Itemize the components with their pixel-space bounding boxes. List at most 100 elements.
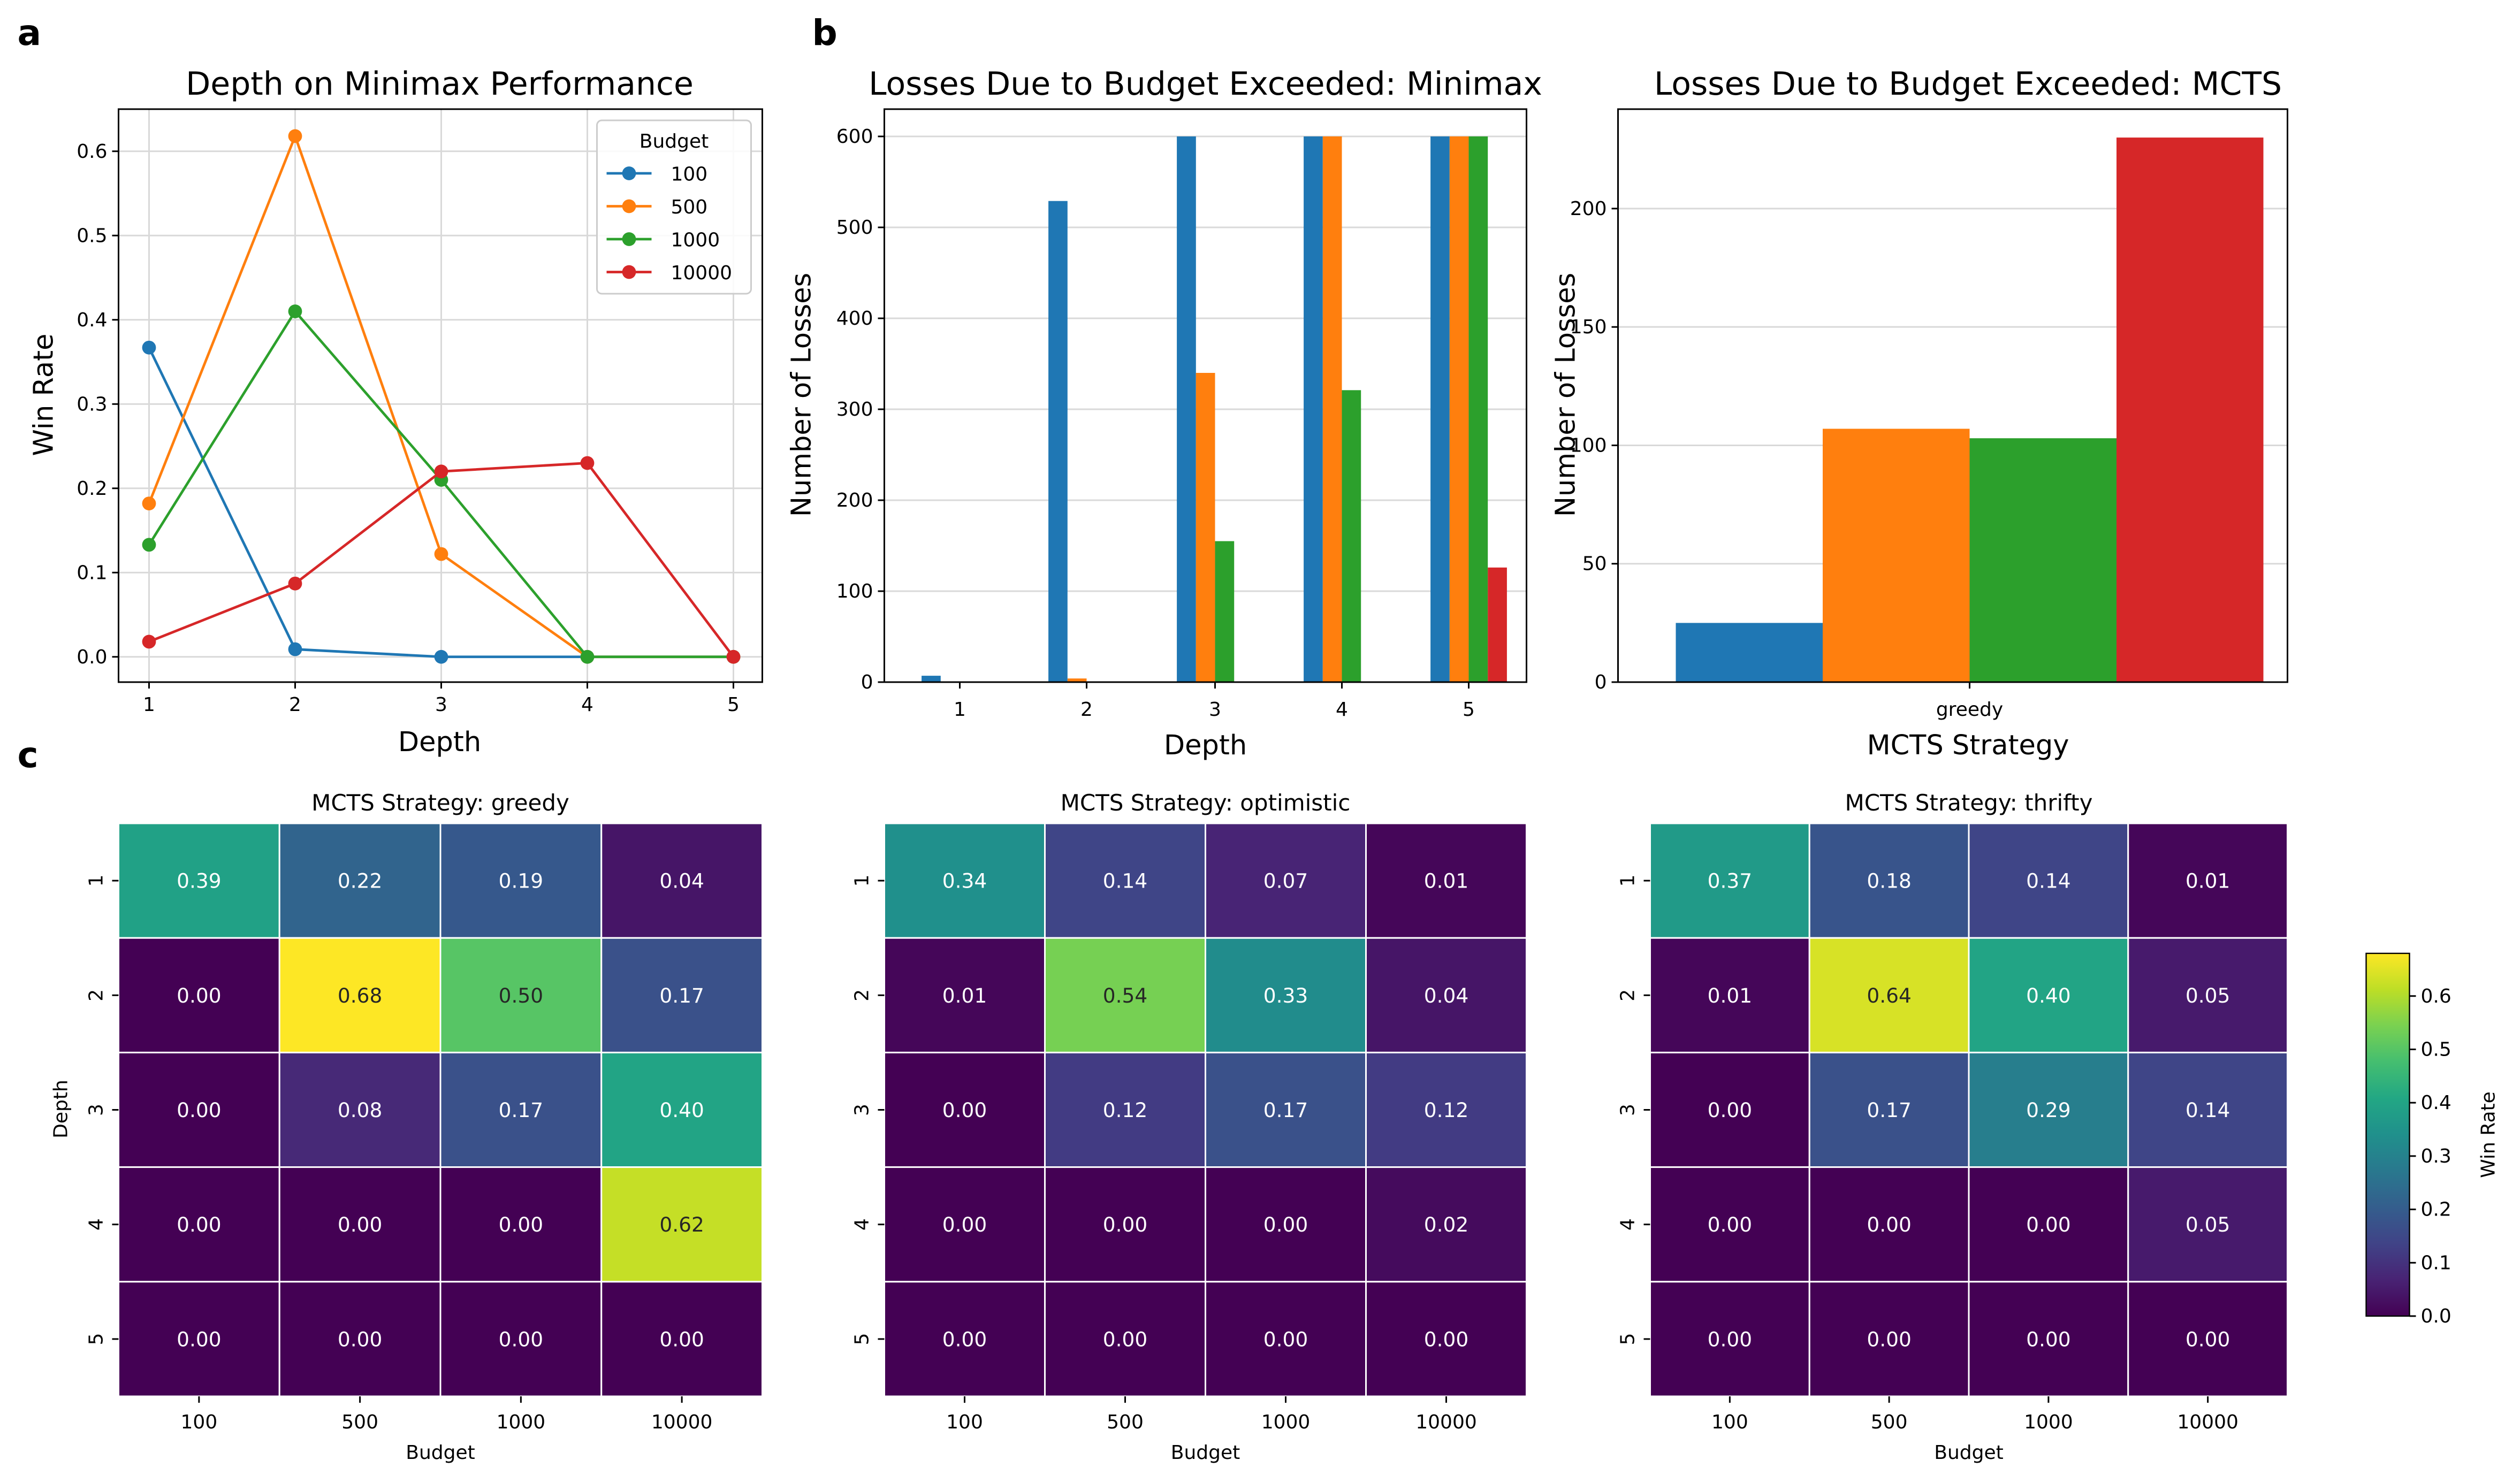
cell-value: 0.00 bbox=[499, 1213, 544, 1236]
data-point bbox=[142, 340, 156, 355]
heatmap-cell bbox=[2127, 1051, 2288, 1168]
cell-value: 0.04 bbox=[1424, 984, 1469, 1007]
heatmap-group: Depth MCTS Strategy: greedy 0.39 0.22 0.19 0… bbox=[50, 790, 2288, 1464]
y-tick-label: 200 bbox=[836, 490, 873, 511]
cell-value: 0.00 bbox=[1103, 1213, 1148, 1236]
heatmap-cell bbox=[1968, 1166, 2129, 1283]
data-point bbox=[580, 456, 595, 470]
x-tick-label: 500 bbox=[1871, 1411, 1908, 1433]
data-point bbox=[580, 649, 595, 664]
cell-value: 0.54 bbox=[1103, 984, 1148, 1007]
cell-value: 0.00 bbox=[1867, 1327, 1912, 1351]
cell-value: 0.68 bbox=[338, 984, 382, 1007]
colorbar-tick-label: 0.5 bbox=[2421, 1038, 2452, 1060]
legend-label: 1000 bbox=[671, 230, 720, 251]
y-tick-label: 1 bbox=[1617, 875, 1639, 887]
x-tick-label: 10000 bbox=[651, 1411, 713, 1433]
bar-1000-greedy bbox=[1969, 438, 2117, 682]
x-axis-label: Depth bbox=[1164, 730, 1247, 761]
cell-value: 0.01 bbox=[942, 984, 987, 1007]
x-tick-label: 1000 bbox=[497, 1411, 546, 1433]
y-tick-label: 5 bbox=[1617, 1333, 1639, 1345]
y-tick-label: 500 bbox=[836, 217, 873, 239]
cell-value: 0.37 bbox=[1708, 869, 1753, 893]
heatmap-cell bbox=[1365, 822, 1527, 939]
bar-10000-greedy bbox=[2117, 137, 2264, 682]
legend-marker bbox=[622, 232, 636, 246]
y-tick-label: 2 bbox=[86, 989, 108, 1002]
cell-value: 0.00 bbox=[499, 1327, 544, 1351]
heatmap-cell bbox=[1808, 822, 1970, 939]
x-tick-label: 4 bbox=[1336, 699, 1348, 721]
cell-value: 0.12 bbox=[1424, 1098, 1469, 1122]
heatmap-cell bbox=[1808, 1281, 1970, 1397]
heatmap-cell bbox=[1205, 1281, 1367, 1397]
heatmap-optimistic: MCTS Strategy: optimistic 0.34 0.14 0.07 0.0… bbox=[851, 790, 1527, 1464]
bar-100-1 bbox=[922, 676, 941, 682]
y-axis-label: Number of Losses bbox=[1550, 273, 1582, 517]
panel-label-c: c bbox=[18, 735, 39, 776]
heatmap-cell bbox=[1044, 822, 1206, 939]
y-tick-label: 0.6 bbox=[77, 141, 107, 163]
legend-box bbox=[596, 119, 752, 295]
cell-value: 0.00 bbox=[1263, 1213, 1308, 1236]
bar-500-5 bbox=[1449, 136, 1469, 682]
x-tick-label: 100 bbox=[1711, 1411, 1748, 1433]
cell-value: 0.00 bbox=[1263, 1327, 1308, 1351]
bar-1000-5 bbox=[1468, 136, 1488, 682]
colorbar-label: Win Rate bbox=[2478, 1091, 2500, 1178]
bar-1000-3 bbox=[1215, 541, 1235, 682]
legend-title: Budget bbox=[639, 131, 709, 152]
y-tick-label: 3 bbox=[851, 1104, 873, 1116]
heatmap-cell bbox=[600, 822, 763, 939]
cell-value: 0.00 bbox=[2026, 1327, 2071, 1351]
x-axis-label: Budget bbox=[1171, 1442, 1240, 1464]
y-tick-label: 100 bbox=[836, 580, 873, 602]
y-axis-label: Win Rate bbox=[28, 334, 60, 456]
y-axis-label: Number of Losses bbox=[786, 273, 818, 517]
cell-value: 0.08 bbox=[338, 1098, 382, 1122]
cell-value: 0.00 bbox=[338, 1327, 382, 1351]
cell-value: 0.00 bbox=[338, 1213, 382, 1236]
legend-label: 100 bbox=[671, 164, 708, 186]
bar-100-greedy bbox=[1676, 623, 1823, 682]
bar-1000-4 bbox=[1342, 390, 1361, 682]
cell-value: 0.00 bbox=[2186, 1327, 2230, 1351]
heatmap-cell bbox=[2127, 1281, 2288, 1397]
colorbar-tick-label: 0.2 bbox=[2421, 1199, 2452, 1221]
heatmap-cell bbox=[278, 822, 441, 939]
heatmap-cell bbox=[118, 1166, 280, 1283]
heatmap-cell bbox=[1968, 937, 2129, 1053]
heatmap-cell bbox=[2127, 937, 2288, 1053]
x-tick-label: 10000 bbox=[2177, 1411, 2239, 1433]
x-tick-label: 1000 bbox=[2024, 1411, 2073, 1433]
heatmap-thrifty: MCTS Strategy: thrifty 0.37 0.18 0.14 0.01 0.… bbox=[1617, 790, 2288, 1464]
y-tick-label: 4 bbox=[86, 1218, 108, 1230]
cell-value: 0.62 bbox=[659, 1213, 704, 1236]
cell-value: 0.17 bbox=[659, 984, 704, 1007]
cell-value: 0.64 bbox=[1867, 984, 1912, 1007]
cell-value: 0.14 bbox=[1103, 869, 1148, 893]
x-tick-label: 2 bbox=[1080, 699, 1093, 721]
cell-value: 0.00 bbox=[942, 1098, 987, 1122]
y-tick-label: 5 bbox=[86, 1333, 108, 1345]
cell-value: 0.17 bbox=[1867, 1098, 1912, 1122]
y-tick-label: 0.1 bbox=[77, 562, 107, 584]
y-tick-label: 4 bbox=[851, 1218, 873, 1230]
cell-value: 0.40 bbox=[2026, 984, 2071, 1007]
cell-value: 0.34 bbox=[942, 869, 987, 893]
bar-chart-minimax-losses: Losses Due to Budget Exceeded: Minimax 1… bbox=[786, 65, 1542, 761]
cell-value: 0.00 bbox=[2026, 1213, 2071, 1236]
x-tick-label: 2 bbox=[289, 694, 301, 716]
cell-value: 0.00 bbox=[1708, 1327, 1753, 1351]
cell-value: 0.01 bbox=[1424, 869, 1469, 893]
y-tick-label: 150 bbox=[1570, 316, 1607, 338]
data-point bbox=[288, 304, 302, 318]
y-tick-label: 0.5 bbox=[77, 225, 107, 247]
heatmap-cell bbox=[600, 1051, 763, 1168]
plot-frame bbox=[1617, 108, 2288, 683]
bar-100-2 bbox=[1048, 201, 1068, 683]
cell-value: 0.00 bbox=[942, 1327, 987, 1351]
heatmap-cell bbox=[2127, 822, 2288, 939]
legend: Budget 100 500 1000 10000 bbox=[596, 119, 752, 295]
